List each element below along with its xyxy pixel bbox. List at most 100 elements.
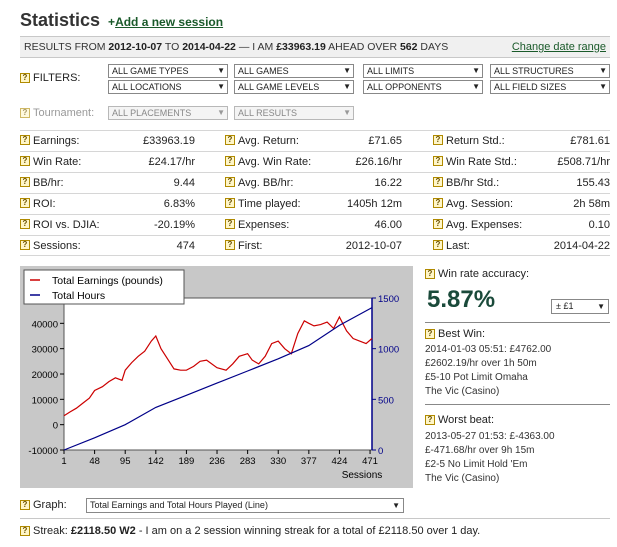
add-session-link[interactable]: +Add a new session	[108, 15, 224, 29]
question-icon[interactable]: ?	[20, 219, 30, 229]
legend-entry: Total Earnings (pounds)	[52, 275, 163, 287]
games-select[interactable]: ALL GAMES ▼	[234, 64, 354, 78]
stats-grid: ? Earnings: £33963.19? Avg. Return: £71.65? R…	[20, 130, 610, 256]
question-icon[interactable]: ?	[225, 135, 235, 145]
accuracy-select[interactable]: ± £1 ▼	[551, 299, 609, 314]
legend-entry: Total Hours	[52, 290, 105, 302]
question-icon[interactable]: ?	[20, 500, 30, 511]
worst-beat-line: £-471.68/hr over 9h 15m	[425, 445, 535, 456]
worst-beat-line: The Vic (Casino)	[425, 473, 500, 484]
question-icon[interactable]: ?	[225, 177, 235, 187]
stat-label: ROI vs. DJIA:	[33, 219, 100, 231]
opponents-select[interactable]: ALL OPPONENTS ▼	[363, 80, 483, 94]
question-icon[interactable]: ?	[225, 240, 235, 250]
y-right-tick-label: 1000	[378, 345, 399, 356]
question-icon[interactable]: ?	[20, 73, 30, 84]
locations-select[interactable]: ALL LOCATIONS ▼	[108, 80, 228, 94]
stat-value: £33963.19	[143, 135, 195, 147]
stat-item: ? Last: 2014-04-22	[433, 240, 610, 252]
chevron-down-icon: ▼	[472, 66, 480, 75]
stat-label: Sessions:	[33, 240, 81, 252]
question-icon[interactable]: ?	[425, 269, 435, 280]
question-icon[interactable]: ?	[20, 526, 30, 537]
tournament-filters: ? Tournament: ALL PLACEMENTS ▼ ALL RESULTS…	[20, 106, 610, 122]
stat-value: £508.71/hr	[557, 156, 610, 168]
question-icon[interactable]: ?	[433, 177, 443, 187]
stat-value: £24.17/hr	[148, 156, 195, 168]
x-tick-label: 377	[301, 456, 317, 467]
question-icon[interactable]: ?	[433, 240, 443, 250]
stat-label: Earnings:	[33, 135, 80, 147]
stat-item: ? Win Rate: £24.17/hr	[20, 156, 195, 168]
question-icon[interactable]: ?	[20, 108, 30, 119]
plot-area	[63, 297, 373, 451]
stat-value: 6.83%	[163, 198, 195, 210]
question-icon[interactable]: ?	[20, 135, 30, 145]
question-icon[interactable]: ?	[425, 329, 435, 340]
plus-icon: +	[108, 15, 116, 29]
stats-row: ? Win Rate: £24.17/hr? Avg. Win Rate: £26.16…	[20, 151, 610, 172]
series-line-earnings	[63, 315, 373, 417]
question-icon[interactable]: ?	[433, 135, 443, 145]
question-icon[interactable]: ?	[20, 156, 30, 166]
stat-item: ? Time played: 1405h 12m	[225, 198, 402, 210]
streak-bar: ? Streak: £2118.50 W2 - I am on a 2 sessi…	[20, 518, 610, 542]
stat-item: ? Expenses: 46.00	[225, 219, 402, 231]
question-icon[interactable]: ?	[433, 156, 443, 166]
stat-item: ? Avg. Return: £71.65	[225, 135, 402, 147]
field-sizes-select[interactable]: ALL FIELD SIZES ▼	[490, 80, 610, 94]
chevron-down-icon: ▼	[217, 82, 225, 91]
stats-row: ? ROI: 6.83%? Time played: 1405h 12m? Avg. Se…	[20, 193, 610, 214]
stat-item: ? ROI: 6.83%	[20, 198, 195, 210]
y-left-tick-label: 30000	[32, 345, 58, 356]
question-icon[interactable]: ?	[433, 219, 443, 229]
worst-beat-line: £2-5 No Limit Hold 'Em	[425, 459, 528, 470]
streak-text: - I am on a 2 session winning streak for…	[135, 525, 481, 537]
win-rate-accuracy-value: 5.87%	[427, 286, 496, 313]
filters-panel: ? FILTERS: ALL GAME TYPES ▼ ALL GAMES ▼ ALL…	[20, 62, 610, 98]
question-icon[interactable]: ?	[433, 198, 443, 208]
stat-value: 46.00	[374, 219, 402, 231]
stat-value: 16.22	[374, 177, 402, 189]
question-icon[interactable]: ?	[20, 177, 30, 187]
best-win-line: £2602.19/hr over 1h 50m	[425, 358, 537, 369]
question-icon[interactable]: ?	[20, 240, 30, 250]
chevron-down-icon: ▼	[343, 66, 351, 75]
question-icon[interactable]: ?	[225, 219, 235, 229]
stat-value: 1405h 12m	[346, 198, 402, 210]
x-tick-label: 236	[209, 456, 225, 467]
stat-label: Win Rate Std.:	[446, 156, 517, 168]
question-icon[interactable]: ?	[425, 415, 435, 426]
stat-item: ? Win Rate Std.: £508.71/hr	[433, 156, 610, 168]
question-icon[interactable]: ?	[225, 156, 235, 166]
win-rate-accuracy-label: Win rate accuracy:	[438, 268, 530, 280]
placements-select[interactable]: ALL PLACEMENTS ▼	[108, 106, 228, 120]
structures-select[interactable]: ALL STRUCTURES ▼	[490, 64, 610, 78]
streak-value: £2118.50 W2	[70, 525, 136, 537]
legend-box	[23, 269, 185, 305]
divider	[425, 404, 610, 405]
y-left-tick-label: 0	[53, 421, 58, 432]
change-date-range-link[interactable]: Change date range	[511, 41, 606, 53]
stats-row: ? BB/hr: 9.44? Avg. BB/hr: 16.22? BB/hr Std.:…	[20, 172, 610, 193]
x-tick-label: 142	[148, 456, 164, 467]
x-tick-label: 283	[240, 456, 256, 467]
limits-select[interactable]: ALL LIMITS ▼	[363, 64, 483, 78]
graph-type-select[interactable]: Total Earnings and Total Hours Played (L…	[86, 498, 404, 513]
x-tick-label: 330	[270, 456, 286, 467]
stat-item: ? Sessions: 474	[20, 240, 195, 252]
y-right-tick-label: 500	[378, 395, 394, 406]
x-tick-label: 424	[332, 456, 348, 467]
y-left-tick-label: 20000	[32, 370, 58, 381]
game-levels-select[interactable]: ALL GAME LEVELS ▼	[234, 80, 354, 94]
results-select[interactable]: ALL RESULTS ▼	[234, 106, 354, 120]
stat-value: 155.43	[576, 177, 610, 189]
question-icon[interactable]: ?	[20, 198, 30, 208]
stat-label: BB/hr Std.:	[446, 177, 500, 189]
game-types-select[interactable]: ALL GAME TYPES ▼	[108, 64, 228, 78]
best-win-line: The Vic (Casino)	[425, 386, 500, 397]
best-win-title: Best Win:	[438, 328, 486, 340]
x-tick-label: 189	[178, 456, 194, 467]
question-icon[interactable]: ?	[225, 198, 235, 208]
stat-label: Avg. Session:	[446, 198, 514, 210]
